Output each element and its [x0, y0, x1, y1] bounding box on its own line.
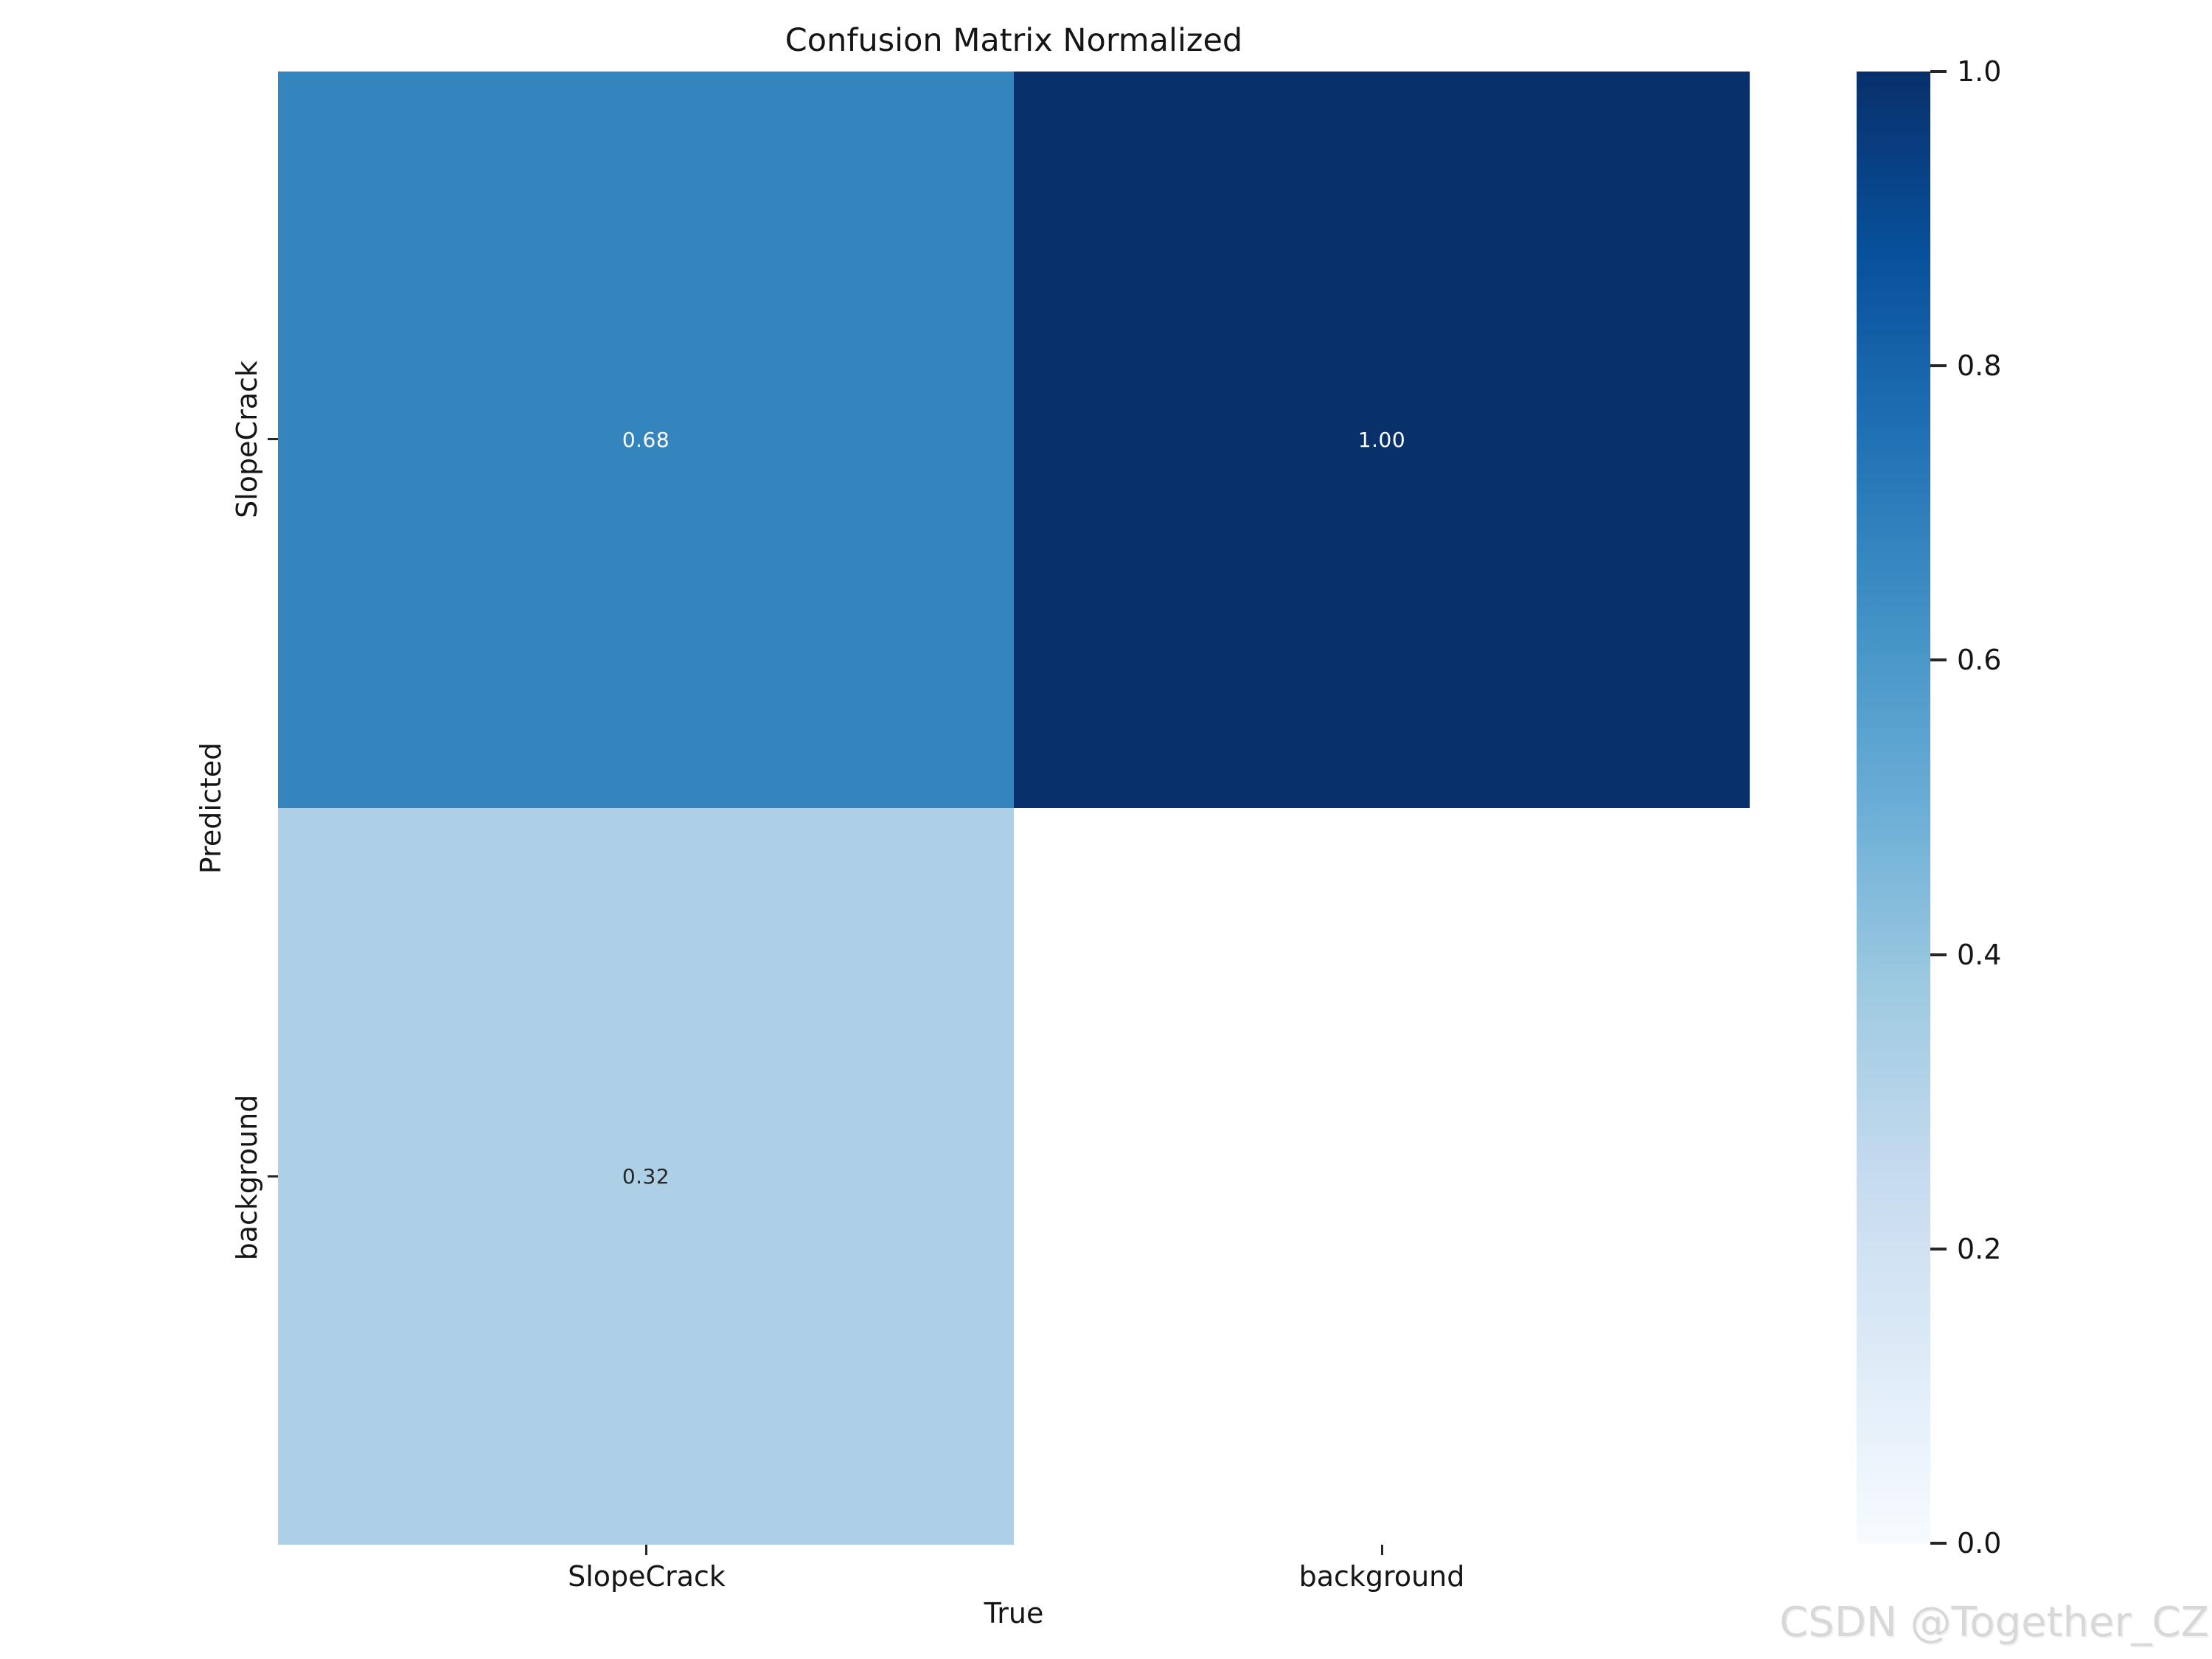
cell-value: 0.32 — [622, 1164, 670, 1189]
cell-value: 0.68 — [622, 428, 670, 452]
colorbar-tick: 1.0 — [1930, 55, 2001, 88]
colorbar-tick-mark — [1930, 1247, 1947, 1251]
heatmap-cell-r0c0: 0.68 — [278, 72, 1014, 808]
heatmap-cell-r1c0: 0.32 — [278, 808, 1014, 1545]
colorbar-tick-label: 0.0 — [1957, 1527, 2002, 1559]
x-axis-label: True — [984, 1597, 1044, 1630]
colorbar-tick-mark — [1930, 1542, 1947, 1545]
colorbar-tick: 0.6 — [1930, 644, 2001, 676]
x-tick-label-background: background — [1298, 1560, 1465, 1593]
colorbar-ticks: 1.0 0.8 0.6 0.4 0.2 0.0 — [1930, 55, 2093, 1559]
cell-value: 1.00 — [1357, 428, 1406, 452]
x-tick-mark-background — [1381, 1545, 1383, 1555]
y-tick-label-slopecrack: SlopeCrack — [231, 361, 263, 518]
heatmap-plot: 0.68 1.00 0.32 — [278, 72, 1750, 1545]
colorbar-gradient — [1857, 72, 1930, 1543]
heatmap-cell-r1c1 — [1014, 808, 1750, 1545]
x-tick-mark-slopecrack — [645, 1545, 647, 1555]
y-axis-label: Predicted — [195, 742, 227, 874]
watermark: CSDN @Together_CZ — [1779, 1599, 2209, 1646]
colorbar-tick: 0.4 — [1930, 939, 2001, 971]
x-tick-label-slopecrack: SlopeCrack — [568, 1560, 726, 1593]
colorbar-tick-label: 0.8 — [1957, 349, 2002, 383]
colorbar-tick-mark — [1930, 953, 1947, 956]
colorbar-tick-mark — [1930, 70, 1947, 73]
colorbar-tick: 0.0 — [1930, 1527, 2001, 1559]
colorbar-tick-label: 0.6 — [1957, 644, 2002, 677]
y-tick-mark-slopecrack — [268, 438, 278, 440]
colorbar-tick-label: 1.0 — [1957, 55, 2002, 88]
colorbar-tick-mark — [1930, 658, 1947, 662]
colorbar-tick-label: 0.2 — [1957, 1232, 2002, 1265]
y-tick-mark-background — [268, 1175, 278, 1178]
colorbar-tick: 0.2 — [1930, 1233, 2001, 1265]
y-tick-label-background: background — [231, 1094, 263, 1261]
colorbar-tick-label: 0.4 — [1957, 938, 2002, 971]
colorbar-tick: 0.8 — [1930, 349, 2001, 382]
heatmap-cell-r0c1: 1.00 — [1014, 72, 1750, 808]
colorbar-tick-mark — [1930, 364, 1947, 368]
chart-title: Confusion Matrix Normalized — [785, 22, 1243, 59]
